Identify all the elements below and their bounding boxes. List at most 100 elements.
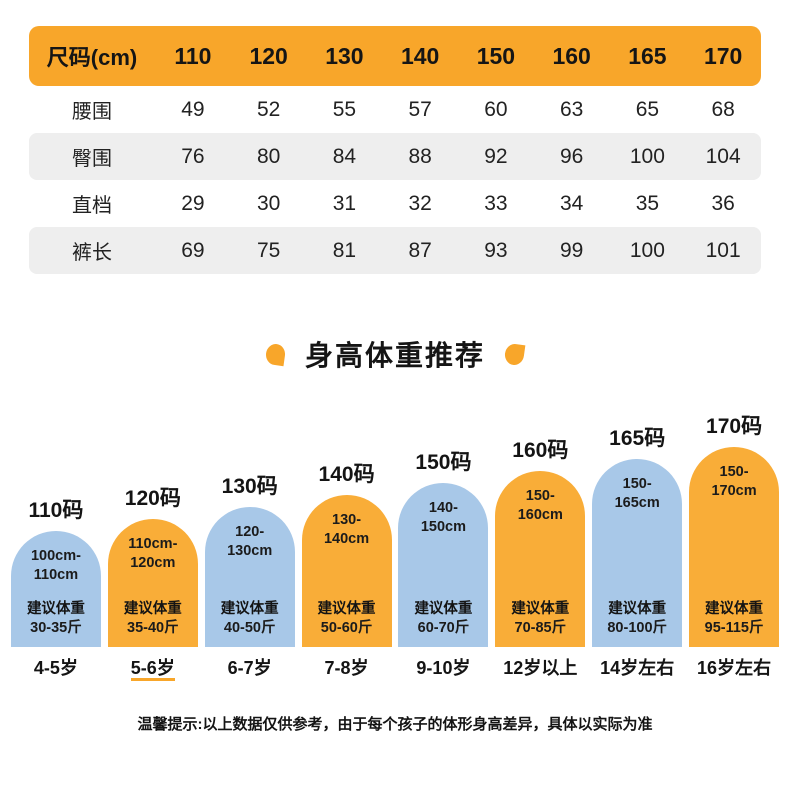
height-weight-arch: 130- 140cm 建议体重 50-60斤 (301, 495, 392, 647)
quote-deco-left-icon (264, 342, 287, 366)
recommendation-column: 150码 140- 150cm 建议体重 60-70斤 9-10岁 (398, 446, 490, 681)
height-range: 150- 170cm (711, 463, 756, 501)
row-label: 直档 (72, 195, 112, 217)
size-table-header-row: 尺码(cm) 110 120 130 140 150 160 165 170 (29, 26, 761, 86)
recommendation-column: 130码 120- 130cm 建议体重 40-50斤 6-7岁 (204, 470, 296, 681)
height-range: 130- 140cm (324, 511, 369, 549)
size-value-cell: 63 (559, 97, 584, 121)
weight-recommendation: 建议体重 35-40斤 (124, 600, 182, 638)
recommendation-column: 160码 150- 160cm 建议体重 70-85斤 12岁以上 (494, 434, 586, 681)
size-value-cell: 32 (408, 191, 432, 215)
height-weight-arch: 100cm- 110cm 建议体重 30-35斤 (10, 531, 101, 647)
size-value-cell: 33 (484, 191, 508, 215)
height-weight-arch: 150- 170cm 建议体重 95-115斤 (689, 447, 780, 647)
weight-label: 建议体重 (608, 601, 667, 618)
column-size-label: 130码 (221, 475, 278, 498)
recommendation-column: 165码 150- 165cm 建议体重 80-100斤 14岁左右 (591, 422, 683, 681)
weight-label: 建议体重 (317, 601, 376, 618)
age-label: 6-7岁 (227, 658, 272, 678)
size-value-cell: 93 (484, 238, 508, 262)
weight-label: 建议体重 (414, 601, 473, 618)
height-range-line1: 150- (525, 488, 555, 504)
height-range-line2: 150cm (420, 518, 467, 535)
size-value-cell: 92 (484, 144, 508, 168)
weight-value: 50-60斤 (320, 620, 373, 637)
size-value-cell: 75 (256, 238, 281, 262)
size-value-cell: 36 (711, 191, 735, 215)
size-table: 尺码(cm) 110 120 130 140 150 160 165 170 腰围 49 52 55… (29, 26, 761, 274)
height-range-line1: 140- (428, 500, 458, 516)
weight-value: 35-40斤 (127, 620, 179, 637)
size-value-cell: 52 (256, 97, 281, 121)
row-label: 裤长 (72, 242, 112, 264)
weight-recommendation: 建议体重 50-60斤 (318, 600, 376, 638)
weight-recommendation: 建议体重 40-50斤 (221, 600, 279, 638)
weight-label: 建议体重 (220, 601, 279, 618)
size-header-cell: 170 (703, 42, 743, 69)
size-value-cell: 87 (408, 238, 432, 262)
column-size-label: 170码 (706, 415, 763, 438)
height-weight-arch: 110cm- 120cm 建议体重 35-40斤 (107, 519, 198, 647)
size-header-cell: 160 (552, 42, 591, 69)
size-value-cell: 96 (559, 144, 584, 168)
size-header-cell: 120 (249, 42, 288, 69)
age-label: 12岁以上 (503, 658, 578, 678)
size-header-cell: 140 (400, 42, 440, 69)
recommendation-column: 120码 110cm- 120cm 建议体重 35-40斤 5-6岁 (107, 482, 199, 681)
height-range-line1: 120- (235, 524, 265, 540)
weight-value: 95-115斤 (704, 620, 764, 637)
row-label: 腰围 (72, 101, 112, 123)
size-value-cell: 76 (181, 144, 205, 168)
weight-label: 建议体重 (511, 601, 570, 618)
weight-value: 60-70斤 (417, 620, 470, 637)
age-label: 9-10岁 (416, 658, 471, 678)
size-value-cell: 57 (408, 97, 432, 121)
size-value-cell: 69 (181, 238, 205, 262)
size-header-cell: 110 (174, 42, 212, 69)
weight-recommendation: 建议体重 80-100斤 (607, 600, 667, 638)
size-value-cell: 31 (332, 191, 357, 215)
size-value-cell: 35 (635, 191, 660, 215)
column-size-label: 140码 (318, 463, 375, 486)
weight-label: 建议体重 (26, 601, 85, 618)
recommendation-column: 110码 100cm- 110cm 建议体重 30-35斤 4-5岁 (10, 494, 102, 681)
size-value-cell: 101 (705, 238, 741, 262)
height-range-line2: 130cm (227, 542, 273, 559)
height-range-line1: 100cm- (30, 548, 81, 564)
height-range-line1: 130- (332, 512, 362, 528)
size-header-cell: 150 (476, 42, 516, 69)
height-range: 120- 130cm (227, 523, 272, 561)
size-value-cell: 80 (256, 144, 281, 168)
row-label: 臀围 (72, 148, 112, 170)
size-value-cell: 68 (711, 97, 735, 121)
weight-value: 40-50斤 (223, 620, 276, 637)
size-value-cell: 55 (332, 97, 357, 121)
column-size-label: 110码 (28, 499, 84, 522)
column-size-label: 165码 (609, 427, 666, 450)
size-table-header-label: 尺码(cm) (46, 45, 138, 70)
footer-note: 温馨提示:以上数据仅供参考，由于每个孩子的体形身高差异，具体以实际为准 (137, 716, 653, 733)
size-table-row: 臀围 76 80 84 88 92 96 100 104 (29, 133, 761, 180)
size-value-cell: 34 (559, 191, 584, 215)
height-range-line2: 120cm (130, 554, 176, 571)
size-value-cell: 29 (181, 191, 205, 215)
height-weight-arch: 140- 150cm 建议体重 60-70斤 (398, 483, 489, 647)
size-table-row: 直档 29 30 31 32 33 34 35 36 (29, 180, 761, 227)
column-size-label: 150码 (415, 451, 472, 474)
recommendation-column: 140码 130- 140cm 建议体重 50-60斤 7-8岁 (301, 458, 393, 681)
recommendation-title-row: 身高体重推荐 (0, 334, 790, 374)
recommendation-title: 身高体重推荐 (304, 340, 485, 371)
age-label: 16岁左右 (697, 658, 772, 678)
weight-label: 建议体重 (705, 601, 764, 618)
size-value-cell: 100 (629, 144, 665, 168)
size-table-row: 腰围 49 52 55 57 60 63 65 68 (29, 86, 761, 133)
size-value-cell: 100 (629, 238, 665, 262)
size-value-cell: 30 (256, 191, 281, 215)
size-value-cell: 60 (484, 97, 508, 121)
size-chart-infographic: 尺码(cm) 110 120 130 140 150 160 165 170 腰围 49 52 55… (0, 26, 790, 800)
age-label: 5-6岁 (130, 654, 175, 681)
height-range: 140- 150cm (421, 499, 466, 537)
height-range-line1: 150- (622, 476, 652, 492)
weight-recommendation: 建议体重 60-70斤 (414, 600, 472, 638)
height-range: 110cm- 120cm (128, 535, 177, 573)
